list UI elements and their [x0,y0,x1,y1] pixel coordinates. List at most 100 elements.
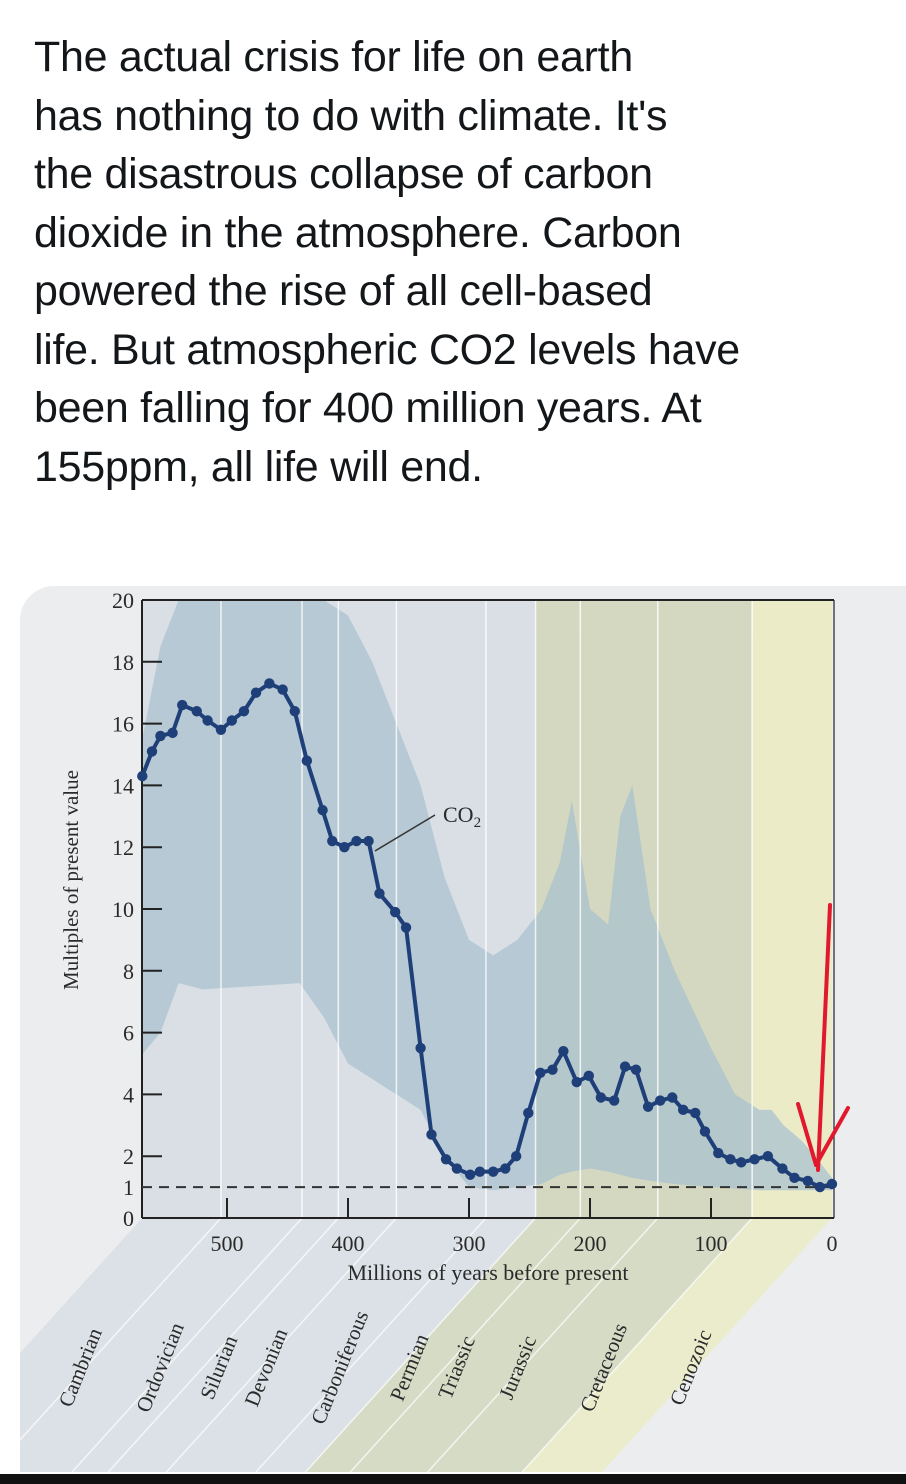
period-divider-slant [107,1217,339,1472]
co2-data-point [619,1061,631,1072]
co2-data-point [155,730,166,742]
co2-data-point [630,1064,642,1075]
co2-data-point [351,835,362,847]
y-tick-label: 0 [123,1206,134,1231]
co2-data-point [465,1169,476,1180]
x-tick-label: 300 [453,1231,486,1256]
co2-data-point [826,1178,838,1190]
period-divider-slant [255,1217,487,1472]
co2-data-point [523,1107,534,1119]
co2-series [137,678,838,1193]
co2-data-point [667,1092,678,1103]
co2-data-point [374,888,385,899]
y-tick-label: 12 [112,835,134,860]
co2-data-point [535,1067,546,1078]
arrow-head [796,1102,850,1167]
co2-data-point [389,906,401,918]
co2-data-point [238,706,250,717]
co2-data-point [177,699,188,711]
post-text-line: been falling for 400 million years. At [34,384,702,432]
x-tick-label: 400 [332,1231,365,1256]
co2-data-point [677,1104,689,1116]
post-text-line: has nothing to do with climate. It's [34,91,668,140]
co2-data-point [762,1151,774,1162]
x-tick-label: 500 [211,1231,244,1256]
co2-data-point [814,1181,826,1193]
period-divider-slant [71,1217,303,1472]
y-tick-label: 6 [123,1021,134,1046]
y-tick-label: 2 [123,1144,134,1169]
co2-data-point [451,1163,463,1174]
co2-data-point [327,835,338,847]
series-label: CO2 [374,802,481,852]
co2-data-point [595,1092,607,1103]
co2-data-point [789,1172,800,1184]
chart-image[interactable]: 0 1 2 4 6 8 10 12 14 16 18 20 500 400 300 200 100 0 Multi… [20,586,906,1472]
co2-data-point [426,1129,437,1140]
bottom-bar [0,1474,906,1484]
period-divider-slant [349,1217,581,1472]
co2-data-point [571,1076,582,1088]
co2-data-point [725,1154,736,1165]
co2-data-point [137,770,148,782]
red-arrow-annotation [796,903,850,1172]
co2-data-point [191,706,202,717]
co2-data-point [699,1126,711,1137]
co2-data-point [226,715,238,726]
post-text-line: the disastrous collapse of carbon [34,150,653,198]
co2-data-point [167,727,178,739]
co2-data-point [289,706,300,717]
x-axis-label: Millions of years before present [347,1260,628,1285]
co2-data-point [713,1147,724,1159]
arrow-shaft [816,903,832,1172]
y-tick-label: 4 [123,1082,134,1107]
co2-data-point [510,1151,522,1162]
post-text-line: The actual crisis for life on earth [34,33,633,81]
co2-data-point [547,1064,558,1075]
post-text: The actual crisis for life on earth has … [34,28,894,496]
post-text-line: powered the rise of all cell-based [34,267,653,315]
y-tick-label: 1 [123,1175,134,1200]
post-text-line: dioxide in the atmosphere. Carbon [34,208,682,257]
period-band-slant [522,1218,832,1472]
co2-data-point [558,1045,569,1057]
period-divider-slant [427,1217,659,1472]
chart-labels: Multiples of present value Millions of y… [59,770,629,1285]
co2-data-point [609,1095,620,1106]
period-band-slant [72,1218,339,1472]
period-divider-slant [521,1217,753,1472]
period-band-slant [20,1218,303,1472]
co2-data-point [488,1166,499,1177]
period-band-slant [255,1218,536,1472]
y-tick-label: 8 [123,959,134,984]
co2-data-point [583,1070,594,1082]
co2-data-point [339,842,350,853]
co2-data-point [736,1157,747,1168]
post-text-line: 155ppm, all life will end. [34,442,483,491]
period-dividers [20,600,753,1472]
y-axis-label: Multiples of present value [59,770,83,990]
co2-data-point [749,1154,760,1165]
uncertainty-band-area [142,600,833,1191]
co2-data-point [400,922,412,933]
x-tick-label: 0 [827,1231,838,1256]
co2-data-point [363,835,374,847]
y-tick-label: 20 [112,588,134,613]
co2-line [140,681,833,1190]
y-tick-label: 10 [112,897,134,922]
svg-text:CO2: CO2 [443,802,481,831]
co2-data-point [250,687,262,698]
period-band-slant [305,1218,581,1472]
co2-data-point [440,1154,452,1165]
co2-data-point [654,1095,666,1106]
y-tick-label: 16 [112,712,134,737]
series-label-text: CO [443,802,474,827]
co2-data-point [802,1175,813,1187]
co2-data-point [202,715,213,726]
series-label-subscript: 2 [474,815,482,831]
y-tick-label: 18 [112,650,134,675]
co2-data-point [277,684,288,695]
co2-data-point [500,1163,511,1174]
co2-data-point [642,1101,654,1112]
